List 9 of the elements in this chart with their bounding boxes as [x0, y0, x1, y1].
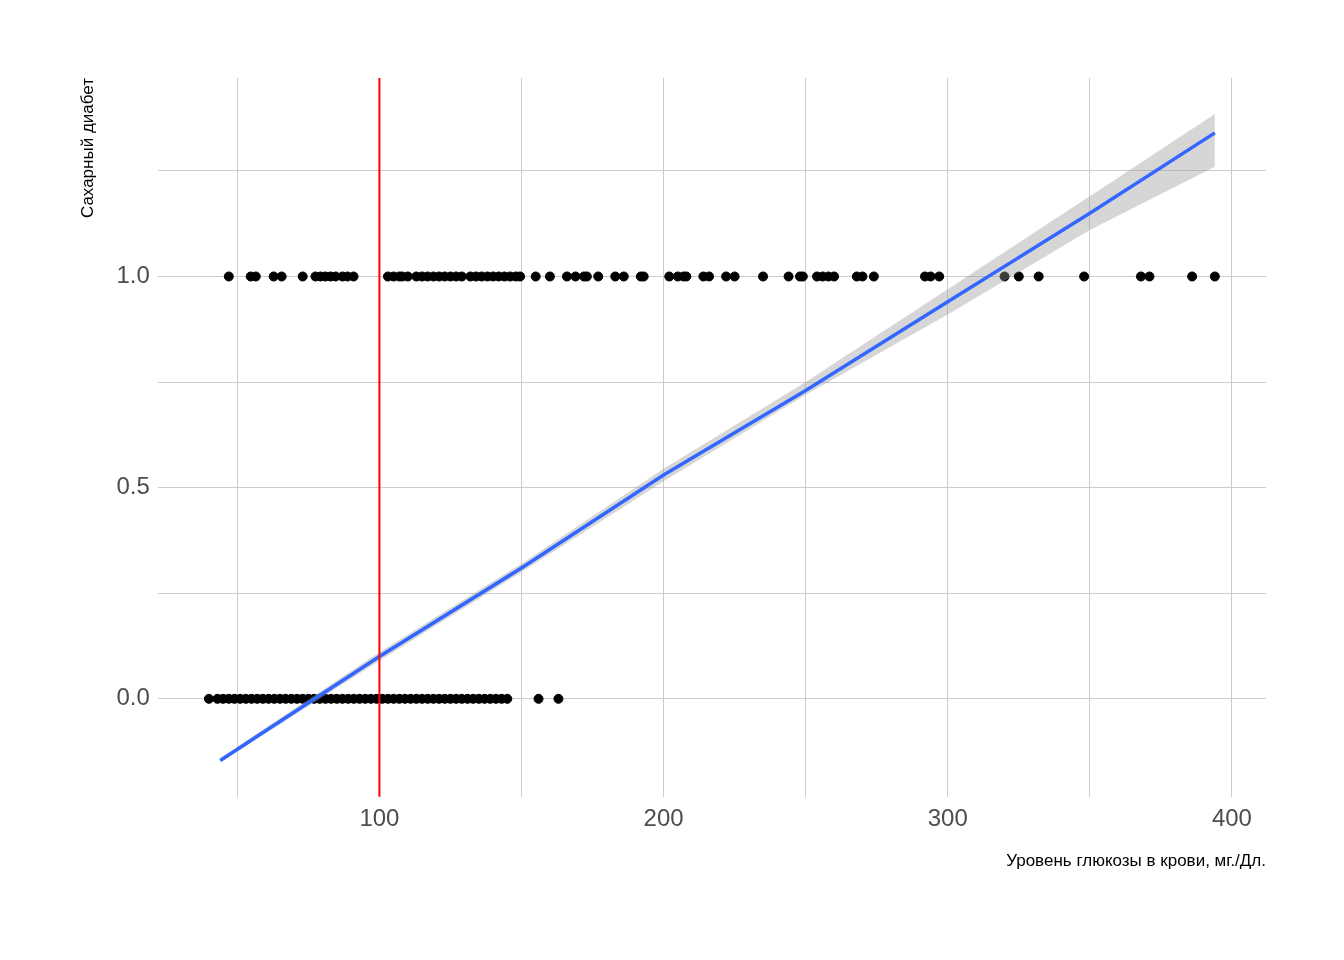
y-tick-label: 0.5	[116, 472, 150, 500]
x-tick-label: 300	[927, 803, 968, 831]
x-tick-label: 400	[1211, 803, 1252, 831]
x-tick-label: 100	[359, 803, 400, 831]
x-tick-label: 200	[643, 803, 684, 831]
y-tick-label: 0.0	[116, 683, 150, 711]
x-axis-title: Уровень глюкозы в крови, мг./Дл.	[1006, 851, 1266, 871]
y-axis-title: Сахарный диабет	[77, 77, 97, 219]
y-tick-label: 1.0	[116, 261, 150, 289]
